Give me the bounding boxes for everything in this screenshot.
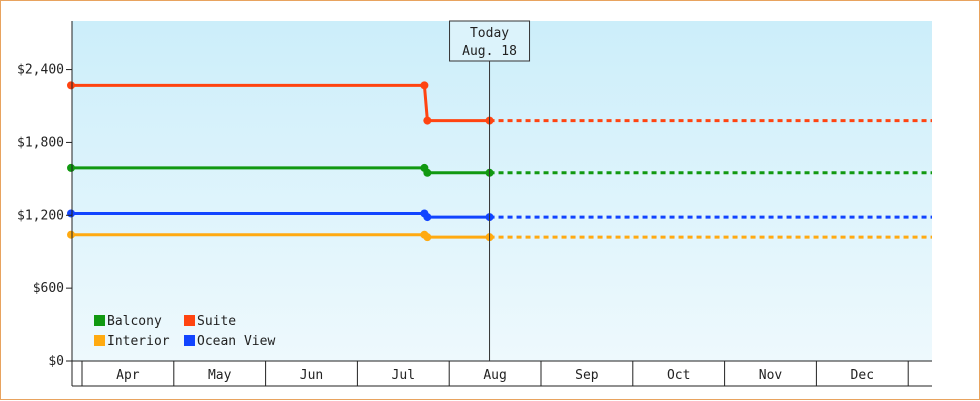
legend-swatch-interior — [94, 335, 105, 346]
legend-swatch-balcony — [94, 315, 105, 326]
y-tick-label: $1,800 — [17, 135, 64, 150]
data-point-suite — [67, 81, 75, 90]
month-label: Sep — [575, 368, 599, 383]
today-label: Today — [470, 26, 509, 41]
data-point-suite — [420, 81, 429, 90]
legend-swatch-ocean-view — [184, 335, 195, 346]
legend-label-ocean-view: Ocean View — [197, 334, 275, 349]
y-tick-label: $0 — [48, 354, 64, 369]
month-label: Dec — [851, 368, 874, 383]
legend-label-balcony: Balcony — [107, 314, 162, 329]
series-line-suite — [71, 83, 490, 123]
legend-item-interior: Interior — [94, 334, 170, 349]
plot-area — [72, 21, 932, 361]
legend-label-interior: Interior — [107, 334, 170, 349]
data-point-suite — [423, 116, 432, 125]
data-point-interior — [67, 230, 75, 239]
month-label: Jun — [300, 368, 323, 383]
today-box — [449, 20, 531, 62]
y-tick-label: $1,200 — [17, 208, 64, 223]
legend-item-balcony: Balcony — [94, 314, 162, 329]
month-label: Apr — [116, 368, 140, 383]
data-point-interior — [423, 233, 432, 242]
y-tick-label: $600 — [33, 281, 64, 296]
data-point-ocean-view — [423, 213, 432, 222]
data-point-ocean-view — [67, 209, 75, 218]
month-label: Aug — [483, 368, 506, 383]
data-point-balcony — [423, 168, 432, 177]
series-suite — [67, 81, 932, 125]
month-label: May — [208, 368, 232, 383]
month-label: Oct — [667, 368, 690, 383]
legend-label-suite: Suite — [197, 314, 236, 329]
month-label: Jul — [392, 368, 415, 383]
legend-item-suite: Suite — [184, 314, 236, 329]
series-ocean-view — [67, 209, 932, 222]
legend-item-ocean-view: Ocean View — [184, 334, 275, 349]
data-point-balcony — [67, 163, 75, 172]
today-date: Aug. 18 — [462, 44, 517, 59]
series-balcony — [67, 163, 932, 177]
y-tick-label: $2,400 — [17, 63, 64, 78]
month-label: Nov — [759, 368, 783, 383]
legend-swatch-suite — [184, 315, 195, 326]
